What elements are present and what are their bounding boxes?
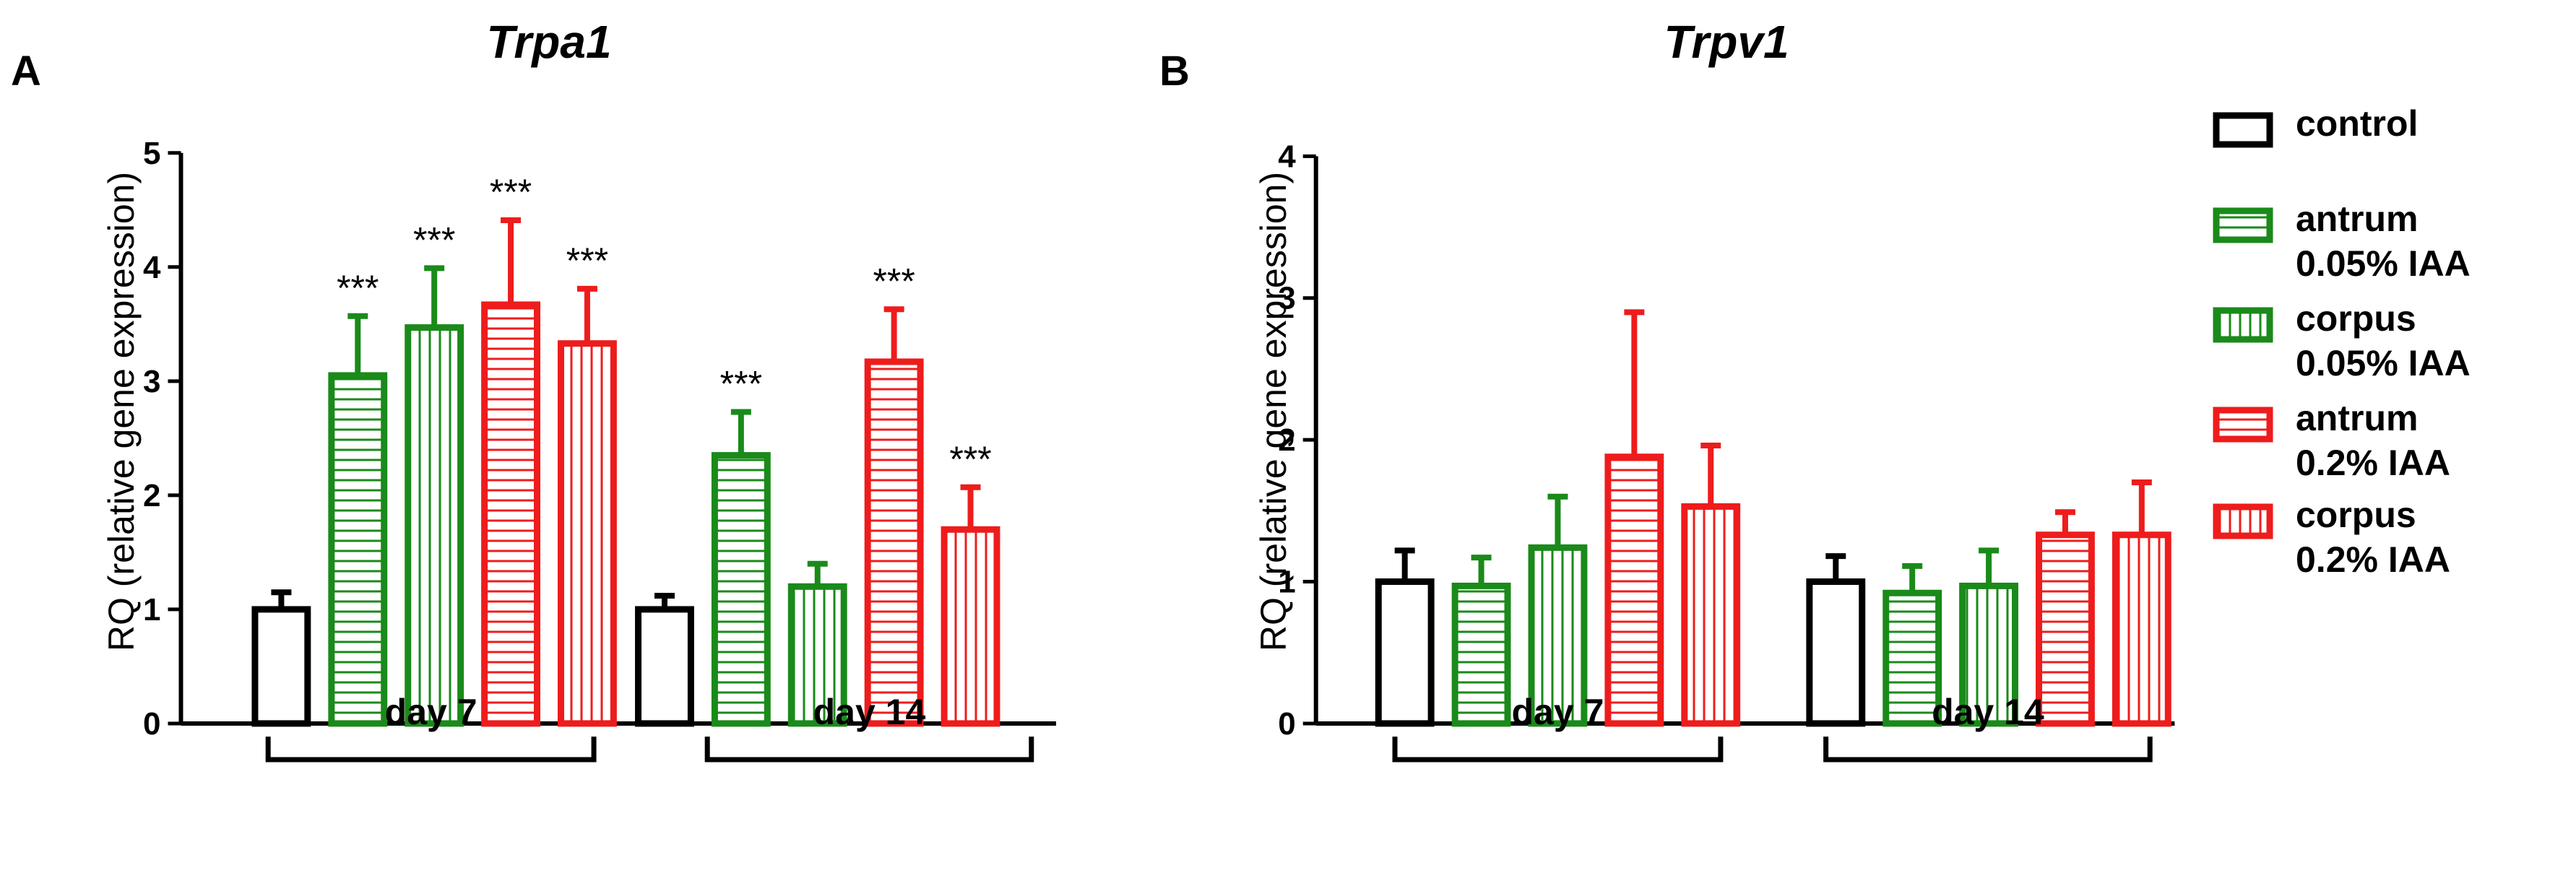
panel-a-bars: *** *** *** *** *** *** *** [251, 172, 1000, 727]
panel-a-letter: A [11, 48, 41, 95]
bar [1681, 503, 1741, 727]
group-label: day 14 [813, 692, 926, 732]
bar [1604, 453, 1664, 727]
panel-b-y-axis-label: RQ (relative gene expression) [1253, 172, 1294, 651]
bar [1959, 582, 2018, 727]
bar [2036, 531, 2095, 727]
y-tick-label: 5 [143, 136, 160, 171]
y-tick-label: 0 [1278, 706, 1295, 742]
significance-label: *** [949, 439, 991, 479]
group-label: day 14 [1932, 692, 2044, 732]
y-tick-label: 4 [143, 250, 161, 285]
group-bracket [1392, 737, 1724, 763]
y-tick-label: 2 [1278, 422, 1295, 458]
bar [787, 583, 847, 727]
panel-a-y-ticks: 0 1 2 3 4 5 [143, 136, 1056, 742]
legend-label: control [2296, 103, 2418, 144]
panel-a-group-labels: day 7 day 14 [265, 692, 1034, 763]
panel-a: A Trpa1 RQ (relative gene expression) 0 1… [11, 16, 1056, 763]
bar [251, 606, 311, 727]
significance-label: *** [720, 364, 762, 404]
group-bracket [265, 737, 597, 763]
bar [328, 372, 388, 727]
bar [941, 526, 1000, 727]
bar [711, 452, 771, 727]
legend-label: 0.05% IAA [2296, 243, 2471, 284]
y-tick-label: 2 [143, 478, 160, 513]
bar [864, 358, 924, 727]
panel-a-y-axis-label: RQ (relative gene expression) [101, 172, 142, 651]
panel-a-title: Trpa1 [486, 16, 611, 68]
significance-label: *** [873, 261, 915, 301]
legend-swatch [2213, 207, 2273, 243]
legend-label: antrum [2296, 199, 2418, 239]
legend-swatch [2213, 503, 2273, 539]
group-bracket [1823, 737, 2153, 763]
y-tick-label: 3 [1278, 281, 1295, 316]
bar [1375, 578, 1435, 727]
significance-label: *** [337, 268, 379, 308]
legend-label: corpus [2296, 298, 2416, 339]
panel-b: B Trpv1 RQ (relative gene expression) 0 1… [1159, 16, 2175, 763]
bar [1883, 589, 1942, 727]
bar [1451, 582, 1511, 727]
panel-b-group-labels: day 7 day 14 [1392, 692, 2153, 763]
legend-label: antrum [2296, 398, 2418, 438]
panel-b-bars [1375, 309, 2171, 727]
group-bracket [704, 737, 1034, 763]
panel-b-letter: B [1159, 48, 1190, 95]
bar [2112, 531, 2171, 727]
group-label: day 7 [385, 692, 477, 732]
significance-label: *** [413, 220, 455, 260]
panel-b-title: Trpv1 [1664, 16, 1789, 68]
y-tick-label: 1 [143, 592, 160, 627]
bar [481, 301, 540, 727]
y-tick-label: 3 [143, 364, 160, 399]
legend-swatch [2213, 407, 2273, 443]
bar [1806, 578, 1866, 727]
legend-swatch [2213, 112, 2273, 148]
legend-label: 0.2% IAA [2296, 539, 2450, 580]
significance-label: *** [490, 172, 532, 212]
bar [405, 324, 464, 727]
bar [1528, 544, 1588, 727]
legend-swatch [2213, 307, 2273, 343]
group-label: day 7 [1512, 692, 1604, 732]
y-tick-label: 4 [1278, 139, 1296, 174]
significance-label: *** [566, 240, 608, 281]
y-tick-label: 1 [1278, 565, 1295, 600]
bar [635, 606, 694, 727]
legend-label: corpus [2296, 495, 2416, 535]
legend-label: 0.2% IAA [2296, 443, 2450, 483]
y-tick-label: 0 [143, 706, 160, 742]
bar [558, 340, 617, 727]
legend-label: 0.05% IAA [2296, 343, 2471, 383]
